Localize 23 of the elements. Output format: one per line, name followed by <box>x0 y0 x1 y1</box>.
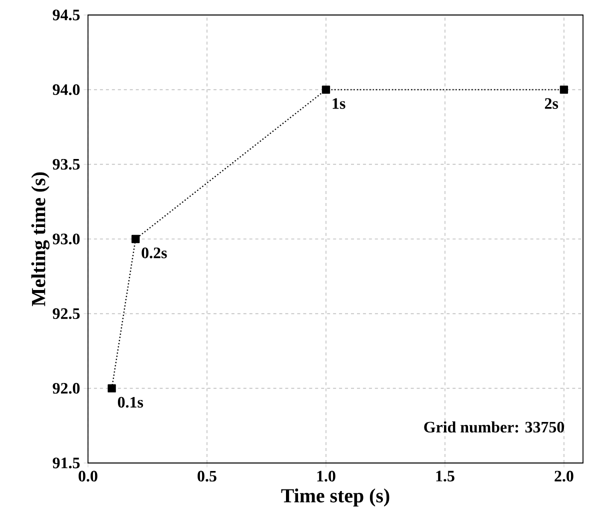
x-tick-label: 0.0 <box>78 470 98 482</box>
annotation: 1s <box>332 98 346 109</box>
y-tick-label: 94.5 <box>52 10 80 20</box>
point <box>132 234 140 244</box>
y-tick-label: 93.5 <box>52 159 80 170</box>
point <box>560 86 568 94</box>
x-tick-label: 1.5 <box>436 470 454 482</box>
y-tick-label: 92.5 <box>52 308 80 320</box>
y-axis-title: Melting time (s) <box>31 172 50 306</box>
y-tick-label: 94.0 <box>52 84 80 96</box>
annotation: 2s <box>544 98 558 109</box>
x-tick-label: 1.0 <box>317 470 336 482</box>
point <box>108 384 116 392</box>
annotation: 0.1s <box>118 396 144 408</box>
annotation: 0.2s <box>142 248 167 258</box>
y-tick-label: 92.0 <box>52 383 80 394</box>
point <box>322 86 330 94</box>
annotation: Grid number: 33750 <box>424 421 564 433</box>
x-tick-label: 2.0 <box>554 470 574 482</box>
y-tick-label: 93.0 <box>52 234 80 244</box>
x-tick-label: 0.5 <box>198 470 216 482</box>
y-tick-label: 91.5 <box>52 458 80 468</box>
x-axis-title: Time step (s) <box>281 488 390 507</box>
